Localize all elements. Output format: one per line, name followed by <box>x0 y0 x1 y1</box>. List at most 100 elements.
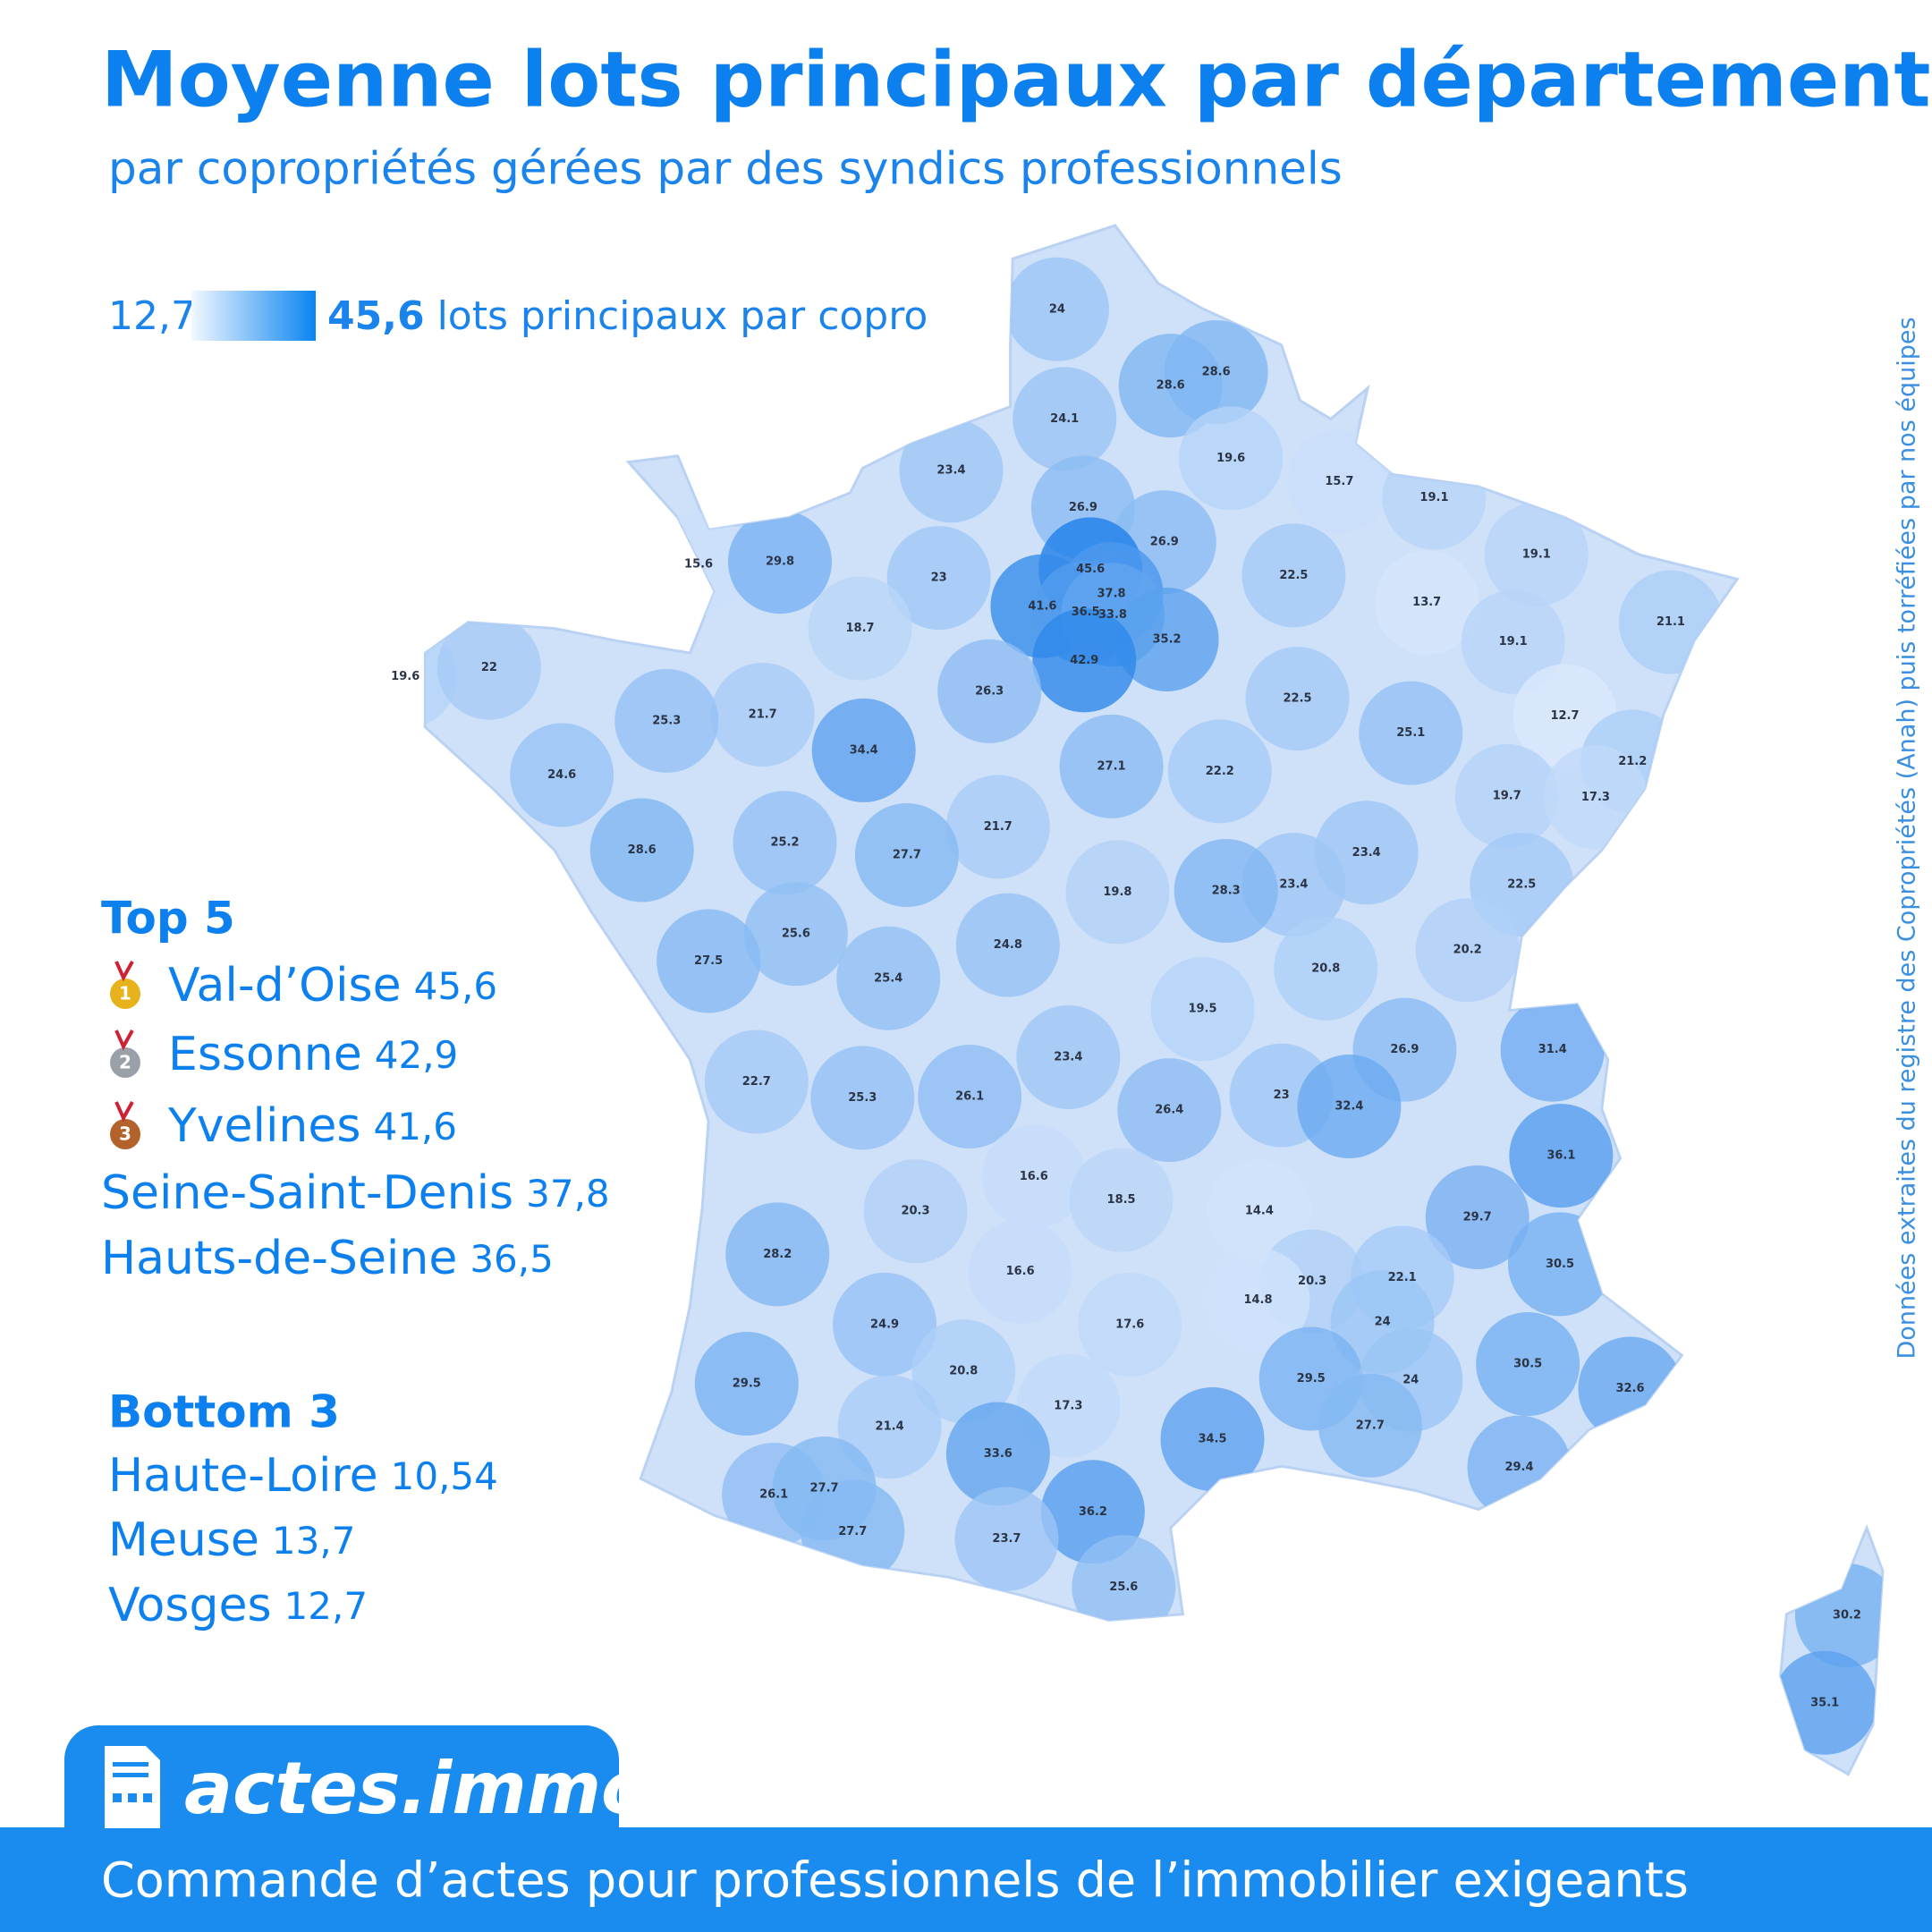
top-title: Top 5 <box>101 893 235 945</box>
ranking-name: Vosges <box>108 1579 272 1632</box>
medal-ribbon <box>114 961 134 982</box>
medal <box>110 1047 140 1078</box>
department-value: 19.1 <box>1499 635 1528 648</box>
department-value: 17.3 <box>1054 1399 1082 1412</box>
department-value: 32.6 <box>1615 1382 1644 1395</box>
department-value: 27.7 <box>1356 1419 1385 1432</box>
department <box>1773 1650 1877 1755</box>
department-value: 23.4 <box>1054 1050 1082 1063</box>
department <box>1500 997 1605 1102</box>
department-value: 23.4 <box>1352 846 1381 860</box>
logo-tab <box>64 1725 619 1868</box>
department-value: 33.6 <box>984 1447 1013 1461</box>
department-value: 22.5 <box>1507 878 1536 892</box>
department-value: 17.3 <box>1581 791 1610 804</box>
department <box>968 1219 1072 1324</box>
department <box>837 1375 942 1479</box>
department <box>436 615 541 720</box>
department-value: 26.1 <box>955 1090 984 1104</box>
department-value: 26.4 <box>1155 1104 1183 1117</box>
department <box>1274 916 1378 1021</box>
title: Moyenne lots principaux par département <box>101 35 1930 124</box>
department-value: 24.1 <box>1050 412 1079 426</box>
department-value: 20.8 <box>1311 962 1340 975</box>
department <box>954 1487 1059 1591</box>
medal <box>110 1119 140 1149</box>
department-value: 22.1 <box>1388 1271 1417 1284</box>
legend-min: 12,7 <box>108 293 196 339</box>
logo-icon <box>105 1746 160 1828</box>
department-value: 24 <box>1375 1316 1391 1329</box>
department-value: 25.3 <box>652 714 681 727</box>
ranking-item: Seine-Saint-Denis 37,8 <box>101 1166 610 1220</box>
department <box>1174 838 1278 943</box>
ranking-value: 37,8 <box>526 1172 610 1216</box>
department-value: 25.3 <box>848 1091 877 1105</box>
department-value: 29.5 <box>733 1377 761 1390</box>
department <box>1072 1535 1176 1640</box>
logo-window <box>128 1793 137 1802</box>
department-value: 19.5 <box>1188 1003 1216 1016</box>
medal-rank: 1 <box>119 983 131 1004</box>
tagline: Commande d’actes pour professionnels de … <box>101 1852 1689 1909</box>
department-value: 42.9 <box>1070 654 1098 667</box>
department <box>1179 406 1284 511</box>
department-value: 27.7 <box>810 1482 839 1496</box>
department-value: 21.2 <box>1618 755 1647 768</box>
department <box>1241 523 1346 628</box>
ranking-value: 10,54 <box>391 1454 498 1498</box>
department <box>1032 608 1137 713</box>
departments <box>425 257 1883 1755</box>
department-value: 27.7 <box>838 1525 867 1538</box>
department <box>710 662 815 767</box>
department-value: 28.3 <box>1212 884 1241 897</box>
department <box>1454 743 1559 848</box>
department-value: 19.1 <box>1522 547 1551 561</box>
department <box>1359 681 1463 785</box>
department <box>1059 714 1164 818</box>
department-value: 23.7 <box>992 1532 1021 1546</box>
department-value: 23.4 <box>1279 878 1308 892</box>
department-value: 26.9 <box>1069 501 1097 514</box>
department <box>1245 647 1350 751</box>
department-value: 23 <box>931 572 947 585</box>
department-value: 30.2 <box>1833 1608 1861 1622</box>
department-value: 28.6 <box>628 843 657 857</box>
department <box>1117 1058 1222 1163</box>
rankings: Top 5 1 Val-d’Oise 45,6 2 Essonne 42,9 3 Yveline… <box>101 893 610 1633</box>
department-value: 16.6 <box>1020 1170 1048 1183</box>
department-value: 14.4 <box>1245 1205 1274 1218</box>
department-labels: 24 28.6 28.6 24.1 19.6 23.4 15.7 19.1 26.9 26.9 15… <box>391 302 1861 1709</box>
department-value: 22 <box>481 661 497 674</box>
department-value: 35.1 <box>1810 1696 1839 1709</box>
department-value: 30.5 <box>1513 1357 1542 1370</box>
ranking-value: 13,7 <box>272 1519 356 1563</box>
ranking-item: Val-d’Oise 45,6 <box>168 959 497 1013</box>
medal-ribbon <box>114 1101 134 1123</box>
department-value: 23 <box>1274 1089 1290 1102</box>
department <box>1078 1272 1182 1377</box>
department-value: 21.1 <box>1657 615 1685 629</box>
logo-line <box>113 1773 148 1777</box>
logo-doc <box>105 1746 160 1828</box>
department <box>945 1402 1050 1506</box>
ranking-value: 45,6 <box>414 964 498 1008</box>
department <box>1160 1386 1265 1491</box>
department <box>1375 550 1479 655</box>
department <box>1297 1055 1402 1159</box>
department <box>725 1202 830 1307</box>
department-value: 27.7 <box>893 849 921 862</box>
legend-unit: lots principaux par copro <box>437 293 928 339</box>
department <box>1013 367 1117 471</box>
department <box>1207 1159 1311 1264</box>
department-value: 25.6 <box>782 928 810 941</box>
department-value: 36.2 <box>1079 1505 1107 1519</box>
department <box>863 1159 968 1264</box>
department <box>886 526 991 631</box>
department <box>1069 1148 1174 1252</box>
department-value: 12.7 <box>1550 709 1579 723</box>
department-value: 25.2 <box>770 836 799 850</box>
department-value: 20.3 <box>901 1205 929 1218</box>
department-value: 27.1 <box>1097 759 1126 773</box>
